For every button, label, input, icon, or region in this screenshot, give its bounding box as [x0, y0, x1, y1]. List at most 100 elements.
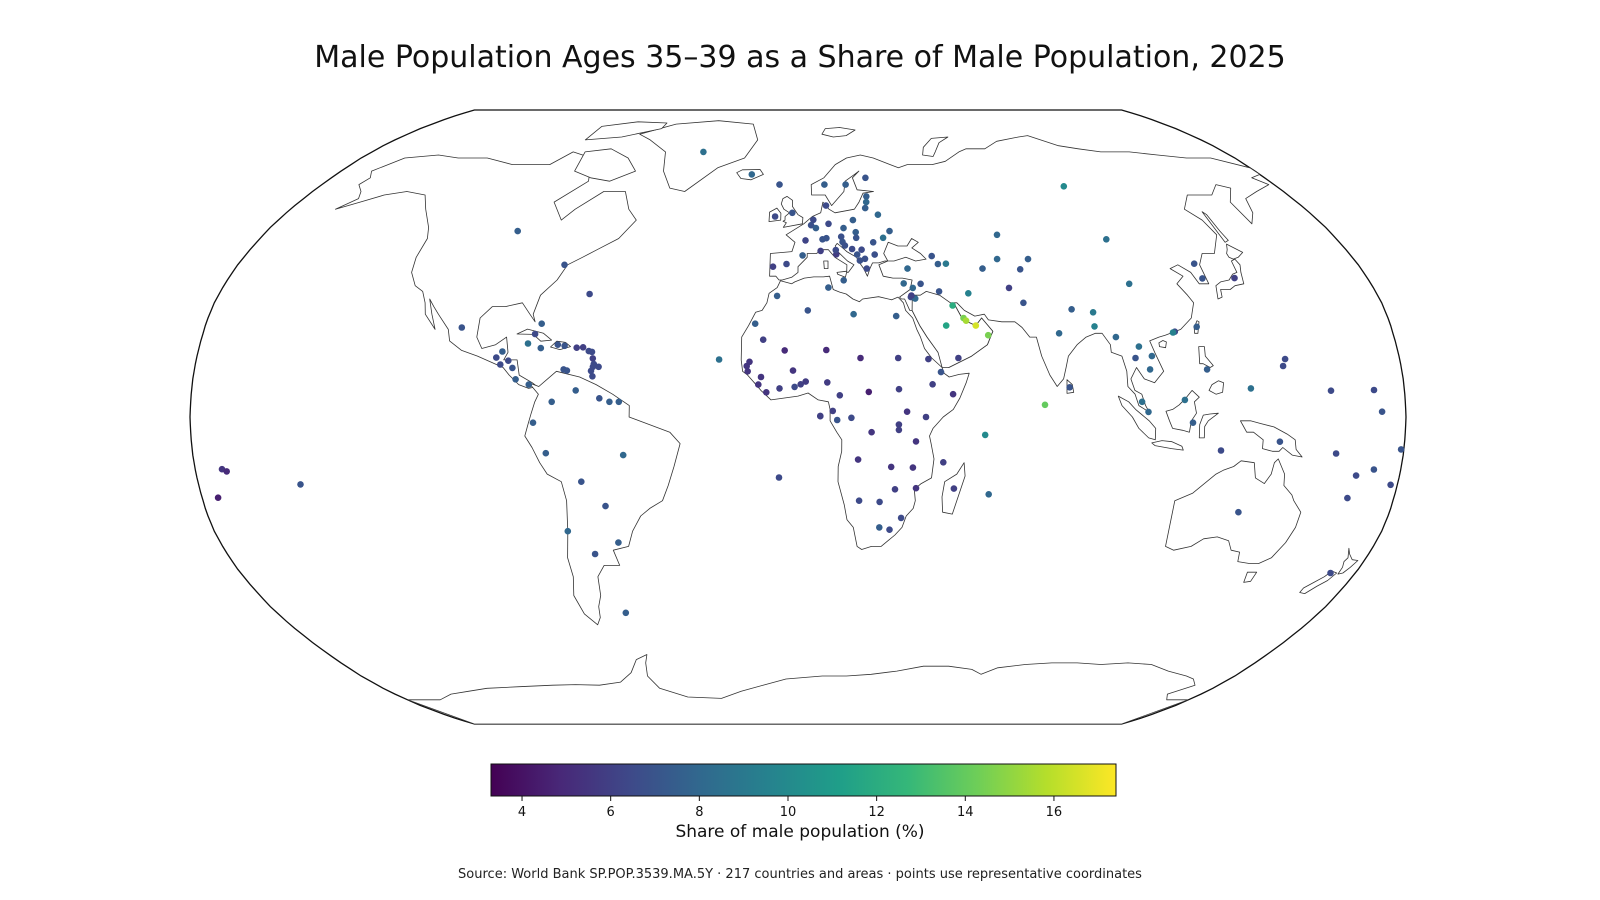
land-arabia-fill: [911, 291, 994, 368]
map-boundary-outline: [189, 109, 1407, 725]
country-point: [917, 280, 924, 288]
land-tasmania: [1243, 571, 1258, 583]
country-point: [615, 539, 622, 546]
country-point: [993, 255, 1001, 263]
country-point: [783, 260, 790, 268]
country-point: [1112, 333, 1120, 341]
country-point: [499, 348, 506, 355]
country-point: [1199, 275, 1206, 282]
country-point: [912, 484, 920, 492]
country-point: [895, 385, 903, 393]
country-point: [824, 379, 831, 386]
country-point: [1279, 362, 1287, 370]
country-point: [817, 412, 824, 420]
country-point: [763, 389, 770, 396]
country-point: [1089, 309, 1097, 316]
country-point: [529, 419, 537, 427]
country-point: [886, 227, 893, 235]
country-point: [942, 322, 950, 329]
country-point: [850, 310, 857, 318]
country-point: [849, 216, 857, 224]
country-point: [848, 414, 855, 422]
country-point: [769, 263, 777, 271]
country-points: [214, 148, 1405, 617]
country-point: [561, 261, 568, 269]
land-antarctica: [407, 654, 1196, 724]
country-point: [857, 354, 864, 362]
country-point: [833, 416, 841, 424]
country-point: [1370, 466, 1378, 473]
country-point: [840, 224, 847, 232]
country-point: [852, 234, 860, 242]
country-point: [1103, 236, 1110, 243]
country-point: [757, 373, 765, 381]
country-point: [865, 388, 873, 396]
country-point: [755, 381, 762, 388]
country-point: [804, 307, 812, 314]
country-point: [802, 378, 809, 385]
country-point: [929, 381, 936, 388]
country-point: [751, 320, 759, 328]
country-point: [223, 468, 230, 475]
country-point: [840, 277, 847, 284]
country-point: [579, 344, 587, 351]
country-point: [897, 514, 905, 522]
country-point: [1138, 398, 1146, 406]
country-point: [791, 383, 798, 391]
country-point: [619, 451, 627, 459]
country-point: [771, 213, 779, 220]
country-point: [955, 354, 962, 362]
colorbar-label: Share of male population (%): [675, 822, 925, 842]
colorbar: 4 6 8 10 12 14 16: [490, 763, 1117, 820]
country-point: [821, 181, 828, 188]
country-point: [912, 438, 920, 445]
colorbar-tick-label: 16: [1046, 805, 1063, 820]
country-point: [548, 398, 555, 406]
country-point: [602, 502, 609, 510]
country-point: [895, 426, 903, 434]
country-point: [297, 481, 304, 488]
land-sakhalin: [1201, 211, 1229, 243]
country-point: [891, 486, 899, 493]
country-point: [514, 227, 521, 235]
country-point: [962, 317, 970, 325]
country-point: [925, 355, 932, 363]
country-point: [855, 497, 863, 505]
country-point: [578, 478, 585, 486]
colorbar-tick-label: 14: [957, 805, 974, 820]
country-point: [940, 459, 947, 466]
country-point: [622, 609, 630, 617]
country-point: [900, 280, 907, 287]
country-point: [615, 398, 623, 406]
country-point: [606, 398, 613, 406]
country-point: [1352, 472, 1360, 479]
country-point: [807, 221, 815, 229]
country-point: [1020, 299, 1027, 307]
country-point: [863, 193, 870, 200]
country-point: [1068, 306, 1075, 313]
country-point: [1397, 446, 1405, 453]
country-point: [832, 246, 840, 254]
country-point: [810, 216, 817, 224]
land-australia: [1165, 458, 1302, 564]
country-point: [759, 336, 767, 344]
country-point: [493, 354, 500, 361]
country-point: [984, 331, 992, 339]
country-point: [904, 265, 911, 272]
country-point: [876, 524, 883, 531]
country-point: [841, 242, 849, 249]
country-point: [1145, 408, 1152, 416]
country-point: [981, 431, 989, 439]
colorbar-tick-label: 8: [695, 805, 703, 820]
country-point: [825, 220, 832, 228]
land-sicily: [836, 270, 848, 278]
country-point: [909, 284, 917, 292]
country-point: [563, 367, 571, 374]
country-point: [458, 324, 466, 331]
land-sulawesi: [1198, 412, 1219, 439]
land-japan: [1215, 258, 1245, 300]
country-point: [895, 421, 903, 428]
country-point: [854, 456, 862, 463]
country-point: [985, 491, 992, 498]
country-point: [1066, 384, 1073, 391]
